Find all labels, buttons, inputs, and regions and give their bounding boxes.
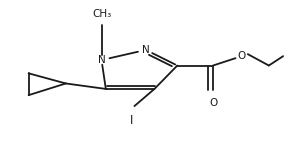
- Text: N: N: [98, 55, 106, 65]
- Text: CH₃: CH₃: [92, 9, 111, 19]
- Text: O: O: [209, 98, 217, 107]
- Text: N: N: [142, 45, 150, 55]
- Text: I: I: [130, 114, 133, 127]
- Text: O: O: [238, 51, 246, 61]
